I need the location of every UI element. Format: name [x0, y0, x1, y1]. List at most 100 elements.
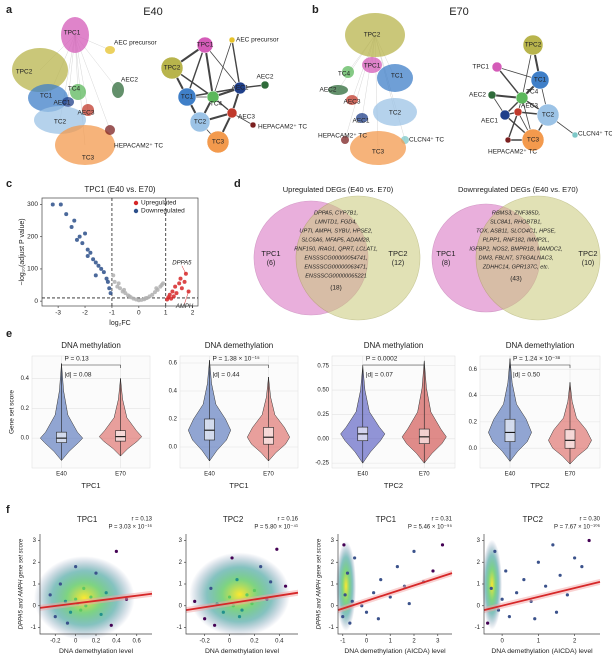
point: [504, 569, 508, 573]
gene-list-line: SLC6A6, MFAP5, ADAM28,: [301, 237, 370, 243]
stat-label: P = 0.13: [64, 356, 89, 363]
umap-label: AEC2: [320, 87, 337, 94]
umap-cluster: [112, 82, 124, 98]
x-axis-label: log₂FC: [109, 320, 130, 327]
y-tick-label: 0.2: [21, 406, 30, 412]
point: [74, 565, 78, 569]
umap-cluster: [373, 98, 417, 126]
point: [143, 296, 148, 301]
network: [487, 34, 579, 152]
x-axis-label: DNA demethylation level: [205, 648, 280, 655]
density-cloud: [336, 541, 356, 632]
network-node: [206, 130, 230, 154]
x-tick-label: 0.4: [112, 639, 121, 645]
umap-label: TC4: [68, 86, 81, 93]
y-tick-label: 0.2: [169, 417, 178, 423]
y-tick-label: -1: [475, 625, 481, 631]
x-tick-label: 1: [389, 639, 393, 645]
point: [240, 608, 244, 612]
umap-label: TPC1: [64, 30, 81, 37]
y-tick-label: 200: [27, 233, 38, 240]
umap-label: TC1: [40, 93, 53, 100]
network-node: [499, 109, 511, 121]
network-label: TC1: [181, 94, 194, 101]
network-label: CLCN4⁺ TC: [578, 131, 612, 138]
umap-cluster: [328, 85, 348, 95]
box: [504, 418, 516, 442]
umap-cluster: [12, 48, 68, 92]
axes: [185, 534, 298, 635]
x-tick-label: -1: [109, 310, 115, 317]
x-tick-label: 0: [137, 310, 141, 317]
umap: [12, 17, 124, 165]
network-label: AEC3: [238, 114, 255, 121]
y-tick-label: 0.75: [317, 363, 329, 369]
stat-label: r = 0.13: [131, 517, 152, 523]
x-tick-label: -3: [55, 310, 61, 317]
network-node: [515, 91, 529, 105]
network-edge: [496, 66, 523, 99]
point: [114, 549, 118, 553]
stat-label: P = 3.03 × 10⁻¹⁶: [108, 524, 152, 531]
x-tick-label: 0.2: [250, 639, 259, 645]
stat-label: P = 5.80 × 10⁻⁴¹: [254, 524, 298, 531]
density-cloud: [189, 552, 291, 637]
x-axis-label: TPC1: [229, 481, 248, 490]
umap-label: TC4: [338, 71, 351, 78]
y-tick-label: -1: [31, 625, 37, 631]
network-node: [530, 70, 550, 90]
point: [111, 273, 116, 278]
x-tick-label: -2: [82, 310, 88, 317]
x-tick-label: E70: [419, 472, 430, 478]
x-tick-label: E40: [357, 472, 368, 478]
x-axis-label: TPC2: [530, 481, 549, 490]
y-tick-label: 0: [33, 603, 37, 609]
network-label: AEC2: [469, 92, 486, 99]
x-tick-label: 1: [164, 310, 168, 317]
plot-frame: [41, 197, 199, 307]
network-node: [189, 111, 211, 133]
point: [93, 260, 98, 265]
network-node: [196, 36, 214, 54]
venn-set-label: TPC1: [261, 249, 280, 258]
point: [203, 617, 207, 621]
venn-title: Upregulated DEGs (E40 vs. E70): [283, 185, 394, 194]
point: [159, 283, 164, 288]
x-axis-label: TPC1: [81, 481, 100, 490]
point: [237, 615, 242, 619]
x-tick-label: 0.4: [275, 639, 284, 645]
panel-letter: d: [234, 178, 241, 190]
point: [99, 266, 104, 271]
point: [83, 231, 88, 236]
umap-label: TPC2: [16, 69, 33, 76]
network-label: HEPACAM2⁺ TC: [488, 149, 537, 156]
network-label: AEC1: [232, 85, 249, 92]
network-edge: [204, 44, 214, 98]
point: [245, 593, 249, 597]
gene-list-line: IGFBP2, NOS2, BMPR1B, MAMDC2,: [469, 246, 562, 252]
x-tick-label: E70: [115, 472, 126, 478]
point: [108, 291, 113, 296]
network-label: TC3: [527, 137, 540, 144]
panel-title: E40: [143, 6, 163, 18]
network-node: [226, 107, 238, 119]
gene-list-line: ENSSSCG00000063471,: [304, 264, 367, 270]
panel-letter: c: [6, 178, 12, 190]
point: [74, 597, 78, 601]
chart-title: TPC2: [522, 515, 543, 524]
legend-label: Upregulated: [141, 200, 177, 207]
network-node: [522, 34, 544, 56]
y-tick-label: 0: [477, 603, 481, 609]
network-label: TC4: [526, 89, 539, 96]
gene-list-line: SLC8A1, RHOBTB1,: [490, 219, 542, 225]
network-edge: [212, 39, 233, 98]
point: [269, 580, 273, 584]
y-tick-label: 0.0: [21, 436, 30, 442]
point: [80, 241, 85, 246]
point: [58, 582, 62, 586]
annotation: AMPH: [175, 304, 194, 310]
annotation: DPPA5: [172, 260, 192, 266]
y-tick-label: -1: [329, 625, 335, 631]
umap-cluster: [377, 64, 413, 92]
